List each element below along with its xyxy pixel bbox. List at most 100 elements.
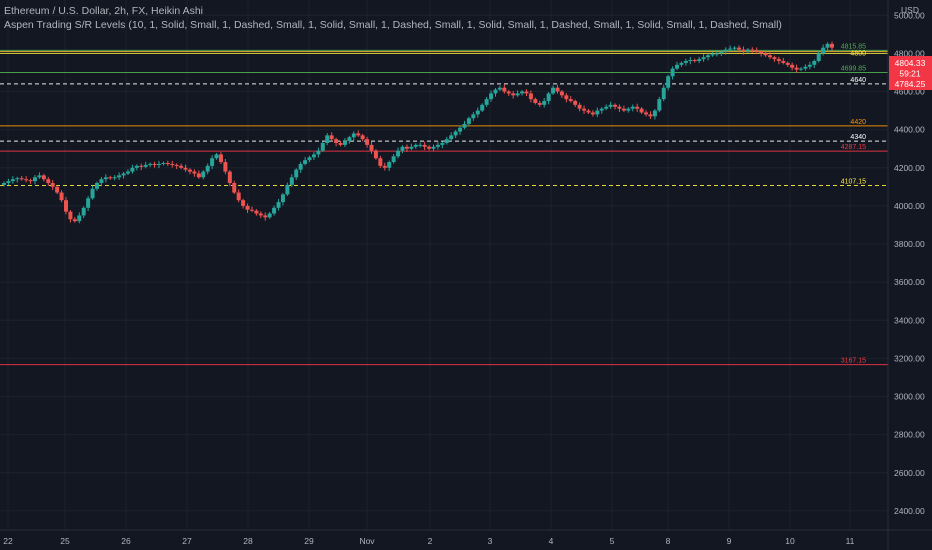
candle-body <box>462 123 467 128</box>
candle <box>103 174 108 183</box>
candle <box>564 93 569 103</box>
candle <box>701 54 706 62</box>
candle-body <box>134 165 139 168</box>
candle-body <box>289 177 294 185</box>
candle <box>356 130 361 137</box>
candle <box>46 176 51 186</box>
x-tick-label: 27 <box>182 536 192 546</box>
candle-body <box>599 108 604 111</box>
candle <box>19 175 24 181</box>
candle-body <box>520 91 525 94</box>
candle <box>812 59 817 69</box>
candle <box>218 152 223 165</box>
candle-body <box>697 59 702 62</box>
x-tick-label: 25 <box>60 536 70 546</box>
candle-body <box>187 169 192 172</box>
candle <box>790 62 795 71</box>
candle-body <box>28 180 33 182</box>
candle <box>351 131 356 141</box>
candle-body <box>19 178 24 180</box>
candle <box>276 199 281 211</box>
candle-body <box>635 106 640 109</box>
candle-body <box>387 162 392 168</box>
y-tick-label: 3800.00 <box>894 239 925 249</box>
candle-body <box>249 209 254 211</box>
candle <box>528 90 533 103</box>
sr-level-label: 3167.15 <box>841 358 866 365</box>
candle-body <box>435 144 440 147</box>
candle-body <box>41 175 46 180</box>
candle-body <box>586 110 591 113</box>
candle <box>462 120 467 130</box>
candle <box>174 163 179 170</box>
sr-level-label: 4420 <box>850 119 866 126</box>
candle <box>99 176 104 186</box>
x-tick-label: 29 <box>304 536 314 546</box>
candle-body <box>595 110 600 115</box>
candle <box>223 159 228 175</box>
x-tick-label: 9 <box>727 536 732 546</box>
y-tick-label: 3200.00 <box>894 353 925 363</box>
candle <box>776 56 781 65</box>
candle-body <box>497 87 502 90</box>
candle-body <box>347 137 352 142</box>
candle-body <box>768 55 773 58</box>
candle <box>772 55 777 62</box>
candle-body <box>590 112 595 115</box>
candle <box>635 103 640 112</box>
candle-body <box>440 142 445 145</box>
candle-body <box>621 108 626 111</box>
candle-body <box>227 171 232 184</box>
candle-body <box>644 112 649 115</box>
candle-body <box>179 165 184 168</box>
candle <box>520 89 525 96</box>
y-tick-label: 4800.00 <box>894 48 925 58</box>
y-tick-label: 3000.00 <box>894 392 925 402</box>
candle <box>745 48 750 53</box>
candle-body <box>741 49 746 52</box>
candle <box>493 88 498 97</box>
candle <box>179 163 184 170</box>
candle-body <box>130 167 135 172</box>
candle-body <box>475 110 480 115</box>
candle <box>108 175 113 180</box>
candle <box>418 142 423 148</box>
candle-body <box>148 163 153 165</box>
indicator-legend[interactable]: Aspen Trading S/R Levels (10, 1, Solid, … <box>4 19 782 31</box>
y-tick-label: 4600.00 <box>894 87 925 97</box>
candle-body <box>794 67 799 70</box>
candle <box>732 46 737 51</box>
candle <box>675 61 680 71</box>
candle-body <box>196 173 201 178</box>
candle <box>143 161 148 169</box>
x-tick-label: 4 <box>549 536 554 546</box>
candle <box>267 212 272 219</box>
candle <box>396 147 401 159</box>
candle-body <box>404 146 409 149</box>
candle-body <box>311 154 316 158</box>
candle <box>165 160 170 167</box>
candle-body <box>81 207 86 216</box>
candle-body <box>825 43 830 48</box>
candle <box>298 161 303 173</box>
candle-body <box>577 104 582 109</box>
candle <box>763 51 768 57</box>
candle-body <box>334 139 339 143</box>
candle <box>249 206 254 213</box>
candle-body <box>661 87 666 100</box>
candle <box>334 137 339 147</box>
candle-body <box>489 93 494 100</box>
candle <box>272 205 277 216</box>
candle-body <box>781 61 786 63</box>
candle-body <box>320 142 325 151</box>
x-tick-label: 5 <box>610 536 615 546</box>
chart-title[interactable]: Ethereum / U.S. Dollar, 2h, FX, Heikin A… <box>4 5 203 17</box>
candle-body <box>254 210 259 214</box>
candle <box>471 112 476 121</box>
candle-body <box>750 49 755 51</box>
candle-body <box>790 64 795 68</box>
candle-body <box>493 89 498 94</box>
candle <box>497 85 502 92</box>
candle-body <box>710 54 715 56</box>
